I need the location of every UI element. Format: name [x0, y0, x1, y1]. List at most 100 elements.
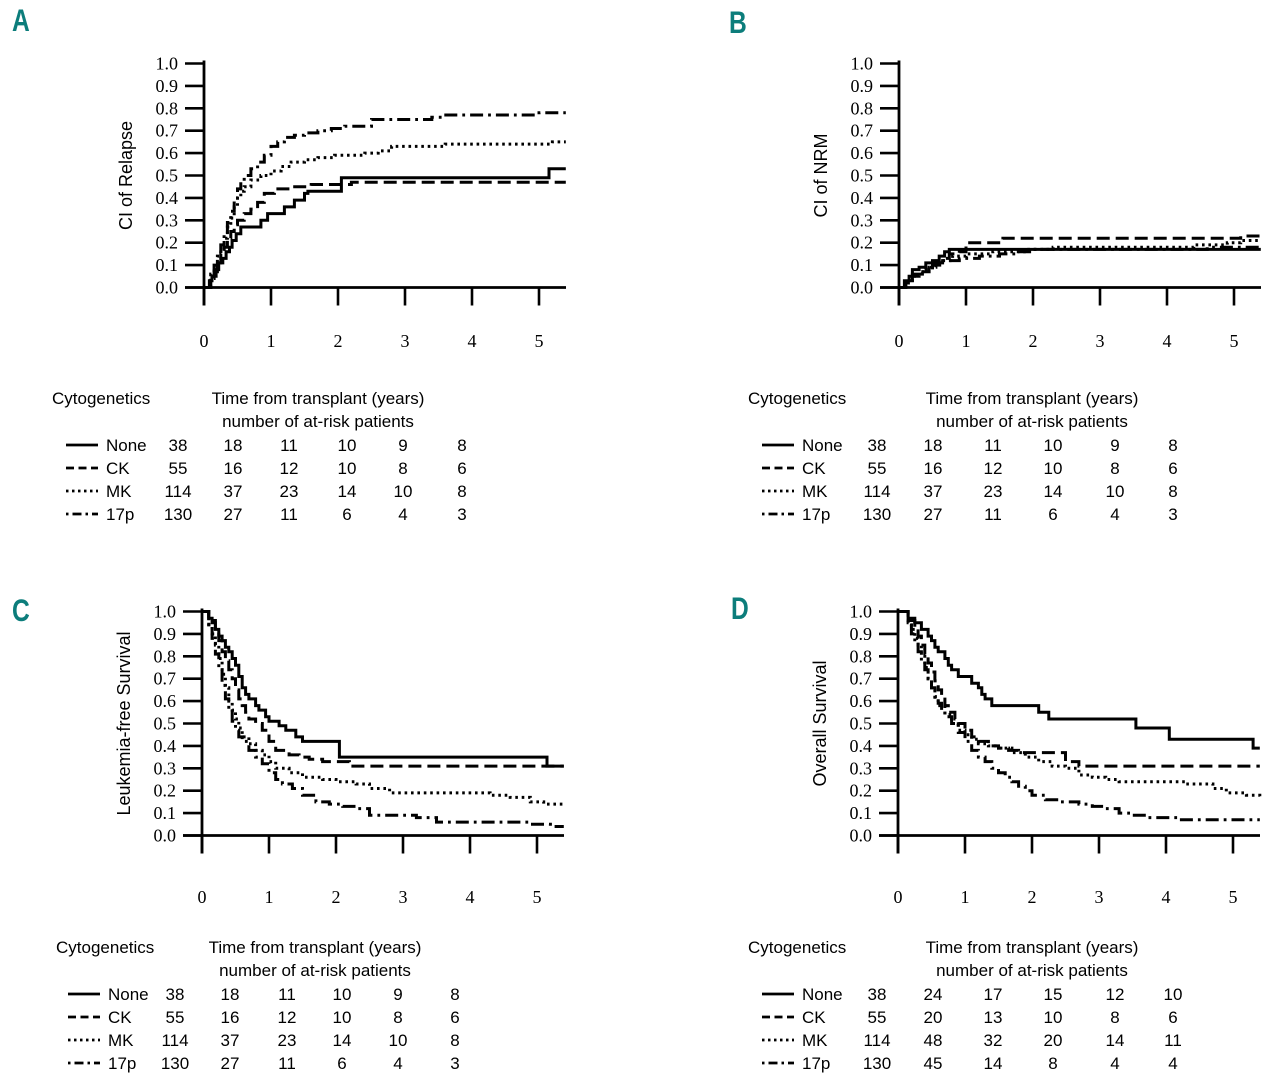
- x-tick-label: 4: [466, 887, 475, 907]
- at-risk-count: 3: [457, 505, 466, 524]
- at-risk-count: 12: [280, 459, 299, 478]
- at-risk-count: 37: [221, 1031, 240, 1050]
- at-risk-count: 20: [924, 1008, 943, 1027]
- curve-none: [899, 247, 1261, 289]
- at-risk-count: 12: [278, 1008, 297, 1027]
- curve-mk: [204, 140, 566, 289]
- at-risk-count: 10: [1164, 985, 1183, 1004]
- at-risk-count: 130: [161, 1054, 189, 1073]
- at-risk-count: 55: [169, 459, 188, 478]
- at-risk-count: 4: [1168, 1054, 1177, 1073]
- at-risk-count: 8: [457, 436, 466, 455]
- at-risk-count: 6: [1048, 505, 1057, 524]
- y-tick-label: 0.9: [156, 76, 179, 96]
- at-risk-count: 18: [224, 436, 243, 455]
- y-tick-label: 1.0: [156, 54, 179, 74]
- y-tick-label: 0.5: [154, 714, 177, 734]
- at-risk-count: 23: [984, 482, 1003, 501]
- legend-label: 17p: [106, 505, 134, 524]
- x-tick-label: 4: [468, 331, 477, 351]
- y-tick-label: 0.3: [154, 758, 177, 778]
- x-tick-label: 1: [962, 331, 971, 351]
- at-risk-count: 10: [389, 1031, 408, 1050]
- at-risk-count: 11: [278, 985, 296, 1004]
- table-header-line2: number of at-risk patients: [936, 961, 1128, 980]
- x-tick-label: 3: [1096, 331, 1105, 351]
- at-risk-count: 8: [450, 1031, 459, 1050]
- y-tick-label: 0.9: [851, 76, 874, 96]
- table-header-line1: Time from transplant (years): [212, 389, 425, 408]
- x-tick-label: 2: [1028, 887, 1037, 907]
- y-tick-label: 0.4: [850, 736, 873, 756]
- y-tick-label: 0.6: [851, 143, 874, 163]
- x-tick-label: 3: [1095, 887, 1104, 907]
- y-axis-title: Leukemia-free Survival: [114, 631, 134, 815]
- at-risk-count: 8: [457, 482, 466, 501]
- y-tick-label: 0.8: [156, 98, 179, 118]
- y-tick-label: 1.0: [850, 602, 873, 622]
- at-risk-count: 8: [1048, 1054, 1057, 1073]
- at-risk-count: 15: [1044, 985, 1063, 1004]
- panel-c: C 0.0 0.1 0.2 0.3 0.4 0.5 0.6 0.7 0.8 0.9 1.0 0 1 2 3 4…: [0, 548, 640, 1088]
- at-risk-count: 37: [224, 482, 243, 501]
- at-risk-count: 9: [393, 985, 402, 1004]
- at-risk-count: 14: [333, 1031, 352, 1050]
- y-tick-label: 0.4: [851, 188, 874, 208]
- y-tick-label: 0.5: [156, 166, 179, 186]
- y-tick-label: 0.1: [851, 255, 874, 275]
- x-tick-label: 0: [200, 331, 209, 351]
- y-tick-label: 0.6: [154, 691, 177, 711]
- y-tick-label: 0.8: [850, 646, 873, 666]
- at-risk-count: 6: [1168, 1008, 1177, 1027]
- x-tick-label: 3: [401, 331, 410, 351]
- y-tick-label: 0.7: [850, 669, 873, 689]
- at-risk-count: 38: [166, 985, 185, 1004]
- legend-label: MK: [106, 482, 132, 501]
- at-risk-count: 11: [278, 1054, 296, 1073]
- panel-letter-a: A: [12, 3, 30, 39]
- table-header-line2: number of at-risk patients: [219, 961, 411, 980]
- x-tick-label: 1: [265, 887, 274, 907]
- at-risk-count: 9: [1110, 436, 1119, 455]
- x-tick-label: 2: [334, 331, 343, 351]
- curve-17p: [204, 111, 566, 289]
- at-risk-count: 27: [221, 1054, 240, 1073]
- y-tick-label: 0.6: [850, 691, 873, 711]
- at-risk-count: 14: [1106, 1031, 1125, 1050]
- at-risk-count: 8: [1110, 1008, 1119, 1027]
- at-risk-count: 8: [1168, 482, 1177, 501]
- y-axis-title: Overall Survival: [810, 660, 830, 786]
- legend-label: CK: [106, 459, 130, 478]
- at-risk-count: 11: [1164, 1031, 1182, 1050]
- at-risk-count: 11: [984, 436, 1002, 455]
- y-tick-label: 0.0: [850, 826, 873, 846]
- table-legend-title: Cytogenetics: [748, 389, 846, 408]
- at-risk-count: 114: [863, 482, 890, 501]
- curve-none: [898, 610, 1260, 750]
- at-risk-count: 10: [338, 459, 357, 478]
- y-tick-label: 0.7: [156, 121, 179, 141]
- table-legend-title: Cytogenetics: [748, 938, 846, 957]
- curve-17p: [202, 610, 564, 828]
- x-tick-label: 0: [894, 887, 903, 907]
- at-risk-count: 38: [169, 436, 188, 455]
- panel-c-chart: 0.00.10.20.30.40.50.60.70.80.91.00 1 2 3 4 5L…: [56, 602, 564, 1073]
- at-risk-count: 130: [164, 505, 192, 524]
- at-risk-count: 10: [394, 482, 413, 501]
- x-tick-label: 1: [267, 331, 276, 351]
- at-risk-count: 17: [984, 985, 1003, 1004]
- panel-letter-c: C: [12, 593, 30, 629]
- at-risk-count: 20: [1044, 1031, 1063, 1050]
- panel-d-chart: 0.00.10.20.30.40.50.60.70.80.91.00 1 2 3 4 5O…: [748, 602, 1262, 1073]
- at-risk-count: 10: [1044, 436, 1063, 455]
- panel-a-chart: 0.00.10.20.30.40.50.60.70.80.91.00 1 2 3 4 5C…: [52, 54, 566, 524]
- legend-label: None: [802, 985, 843, 1004]
- x-tick-label: 5: [533, 887, 542, 907]
- y-axis-title: CI of NRM: [811, 133, 831, 217]
- y-tick-label: 0.3: [850, 758, 873, 778]
- at-risk-count: 3: [450, 1054, 459, 1073]
- at-risk-count: 23: [280, 482, 299, 501]
- legend-label: CK: [802, 459, 826, 478]
- curve-ck: [204, 180, 566, 289]
- y-tick-label: 0.0: [156, 278, 179, 298]
